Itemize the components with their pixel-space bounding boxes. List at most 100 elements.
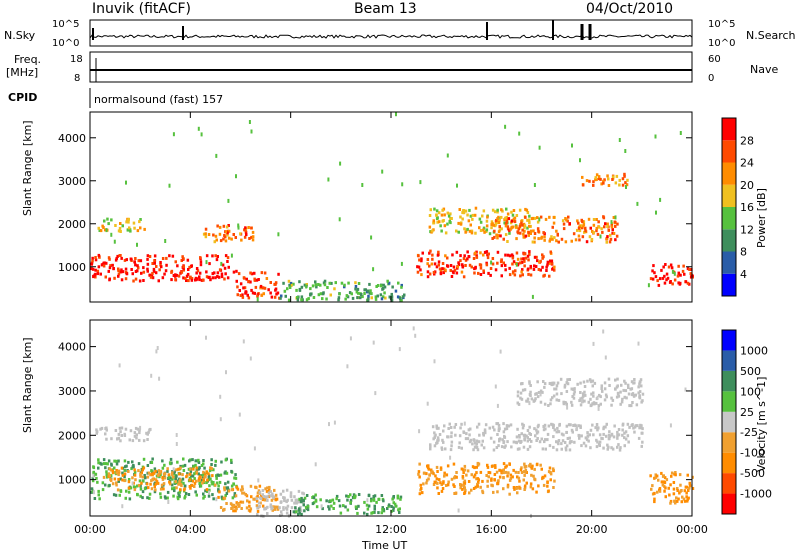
data-cell bbox=[380, 511, 383, 515]
data-cell bbox=[145, 431, 148, 435]
data-cell bbox=[329, 293, 332, 297]
data-cell bbox=[137, 469, 140, 473]
data-cell bbox=[583, 399, 586, 403]
data-cell bbox=[345, 494, 348, 498]
data-cell bbox=[142, 266, 145, 270]
y-tick-label: 3000 bbox=[58, 175, 86, 188]
data-cell bbox=[342, 504, 345, 508]
data-cell bbox=[115, 462, 119, 466]
data-cell bbox=[455, 471, 458, 474]
data-cell bbox=[338, 217, 341, 222]
data-cell bbox=[354, 287, 357, 291]
data-cell bbox=[463, 254, 466, 258]
data-cell bbox=[474, 251, 477, 255]
colorbar-segment bbox=[722, 391, 736, 412]
data-cell bbox=[477, 422, 481, 426]
data-cell bbox=[164, 239, 167, 243]
data-cell bbox=[121, 224, 124, 228]
data-cell bbox=[610, 403, 613, 407]
data-cell bbox=[301, 491, 304, 495]
data-cell bbox=[598, 393, 601, 397]
data-cell bbox=[118, 493, 121, 497]
data-cell bbox=[475, 255, 479, 259]
data-cell bbox=[539, 268, 542, 272]
data-cell bbox=[523, 388, 527, 392]
data-cell bbox=[109, 468, 113, 472]
data-cell bbox=[601, 389, 604, 393]
data-cell bbox=[142, 479, 145, 483]
data-cell bbox=[367, 504, 371, 508]
data-cell bbox=[524, 234, 528, 238]
data-cell bbox=[249, 507, 253, 511]
data-cell bbox=[319, 283, 322, 287]
data-cell bbox=[177, 482, 180, 486]
data-cell bbox=[136, 242, 138, 247]
data-cell bbox=[543, 385, 546, 389]
data-cell bbox=[602, 446, 605, 450]
data-cell bbox=[143, 487, 147, 491]
data-cell bbox=[98, 229, 101, 232]
data-cell bbox=[146, 432, 149, 436]
data-cell bbox=[197, 126, 200, 131]
data-cell bbox=[442, 481, 445, 485]
data-cell bbox=[218, 480, 222, 484]
nsky-strip-frame bbox=[89, 19, 693, 47]
data-cell bbox=[662, 265, 665, 269]
data-cell bbox=[256, 494, 259, 498]
data-cell bbox=[198, 271, 202, 275]
data-cell bbox=[597, 404, 601, 408]
data-cell bbox=[506, 253, 510, 257]
data-cell bbox=[498, 218, 501, 222]
data-cell bbox=[526, 436, 529, 440]
data-cell bbox=[97, 253, 101, 257]
data-cell bbox=[255, 499, 259, 503]
data-cell bbox=[317, 283, 320, 286]
data-cell bbox=[529, 485, 533, 489]
data-cell bbox=[176, 495, 179, 499]
data-cell bbox=[188, 478, 192, 482]
data-cell bbox=[287, 279, 291, 283]
data-cell bbox=[119, 489, 123, 493]
data-cell bbox=[515, 225, 518, 229]
data-cell bbox=[607, 377, 611, 381]
data-cell bbox=[363, 292, 366, 295]
data-cell bbox=[509, 423, 513, 427]
data-cell bbox=[371, 511, 375, 515]
data-cell bbox=[516, 257, 520, 261]
data-cell bbox=[113, 276, 116, 280]
data-cell bbox=[218, 490, 221, 494]
data-cell bbox=[224, 272, 227, 276]
data-cell bbox=[458, 441, 461, 445]
data-cell bbox=[95, 431, 98, 435]
colorbar-tick-label: 16 bbox=[740, 201, 754, 214]
data-cell bbox=[540, 467, 543, 471]
data-cell bbox=[286, 287, 289, 291]
data-cell bbox=[669, 483, 672, 487]
data-cell bbox=[521, 388, 525, 392]
data-cell bbox=[382, 287, 385, 290]
data-cell bbox=[204, 227, 208, 231]
data-cell bbox=[517, 439, 521, 443]
data-cell bbox=[657, 283, 661, 287]
colorbar-tick-label: 500 bbox=[740, 365, 761, 378]
data-cell bbox=[349, 493, 352, 497]
data-cell bbox=[576, 426, 578, 431]
data-cell bbox=[604, 425, 607, 429]
data-cell bbox=[549, 402, 552, 406]
data-cell bbox=[226, 233, 229, 237]
data-cell bbox=[182, 276, 185, 280]
data-cell bbox=[688, 268, 691, 271]
data-cell bbox=[101, 481, 105, 485]
data-cell bbox=[370, 235, 373, 240]
data-cell bbox=[166, 469, 169, 473]
data-cell bbox=[395, 112, 397, 117]
data-cell bbox=[621, 183, 625, 187]
data-cell bbox=[524, 464, 528, 468]
colorbar-tick-label: -100 bbox=[740, 447, 765, 460]
data-cell bbox=[269, 494, 272, 498]
data-cell bbox=[461, 476, 465, 480]
data-cell bbox=[292, 282, 295, 286]
data-cell bbox=[499, 234, 502, 238]
data-cell bbox=[481, 489, 484, 493]
data-cell bbox=[662, 474, 665, 478]
